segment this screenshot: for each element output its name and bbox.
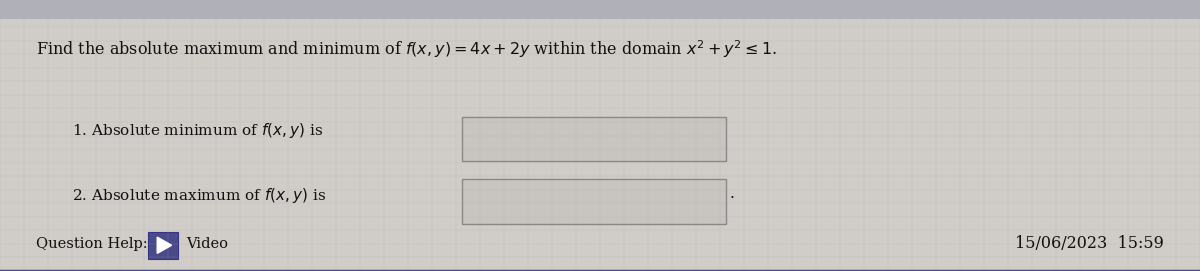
Text: 2. Absolute maximum of $f(x, y)$ is: 2. Absolute maximum of $f(x, y)$ is xyxy=(72,186,326,205)
Text: Video: Video xyxy=(186,237,228,251)
Text: Question Help:: Question Help: xyxy=(36,237,148,251)
Text: 1. Absolute minimum of $f(x, y)$ is: 1. Absolute minimum of $f(x, y)$ is xyxy=(72,121,323,140)
FancyBboxPatch shape xyxy=(462,179,726,224)
Polygon shape xyxy=(157,237,172,253)
FancyBboxPatch shape xyxy=(462,117,726,161)
FancyBboxPatch shape xyxy=(0,0,1200,19)
Text: Find the absolute maximum and minimum of $f(x, y) = 4x + 2y$ within the domain $: Find the absolute maximum and minimum of… xyxy=(36,38,778,60)
FancyBboxPatch shape xyxy=(148,232,178,259)
Text: 15/06/2023  15:59: 15/06/2023 15:59 xyxy=(1015,235,1164,252)
Text: .: . xyxy=(730,186,734,201)
